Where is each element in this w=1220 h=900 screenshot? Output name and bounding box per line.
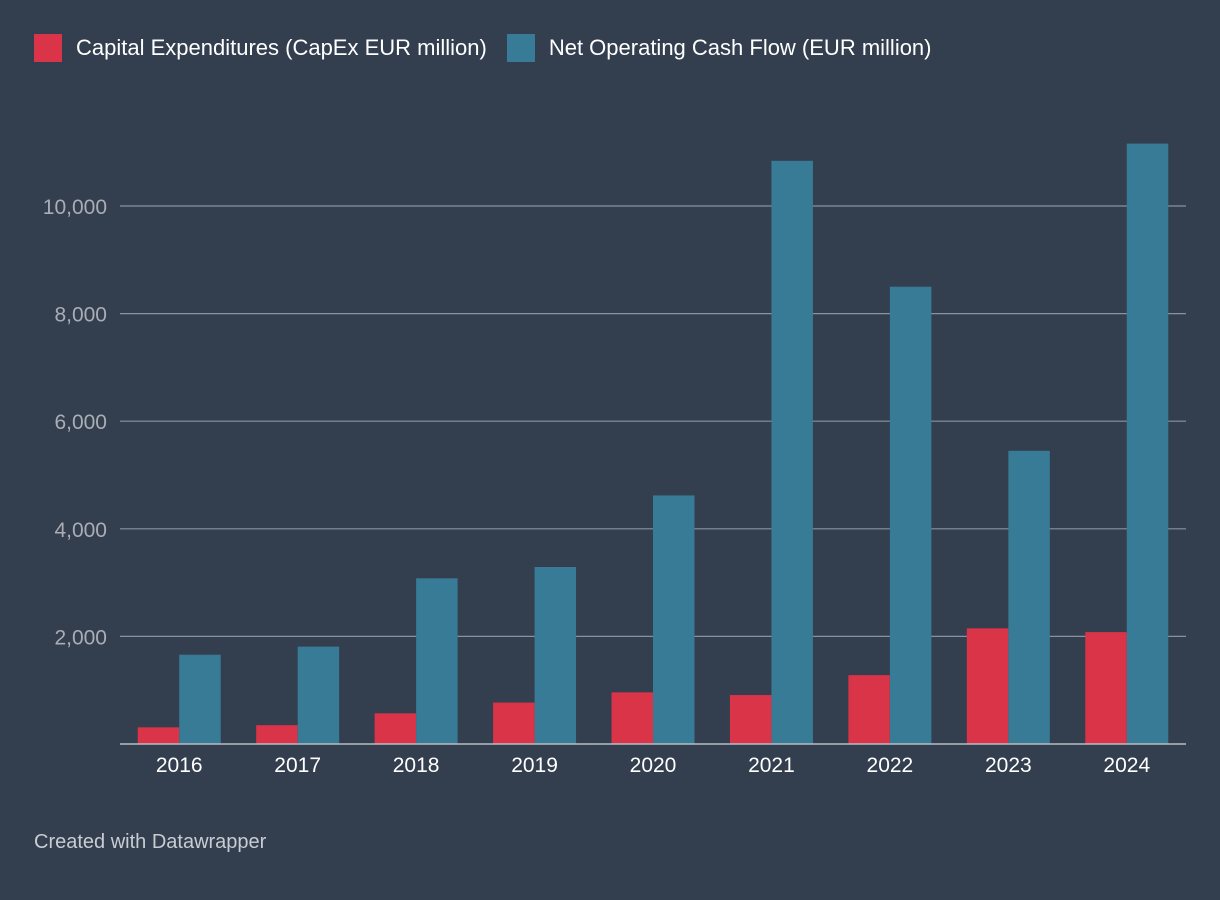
legend-label-capex: Capital Expenditures (CapEx EUR million) xyxy=(76,35,487,60)
bar-cash-flow xyxy=(1126,143,1169,745)
legend-swatch-capex xyxy=(34,34,62,62)
legend-item-cash-flow: Net Operating Cash Flow (EUR million) xyxy=(506,34,932,62)
bar-cash-flow xyxy=(1008,450,1050,744)
bar-capex xyxy=(137,727,180,744)
bar-cash-flow xyxy=(534,566,577,744)
y-tick-label: 4,000 xyxy=(54,519,107,542)
x-tick-label: 2024 xyxy=(1103,754,1150,777)
x-tick-label: 2018 xyxy=(393,754,440,777)
bar-capex xyxy=(256,725,298,744)
bar-capex xyxy=(848,675,890,744)
bar-cash-flow xyxy=(416,578,458,744)
x-tick-label: 2017 xyxy=(274,754,321,777)
x-tick-label: 2016 xyxy=(156,754,203,777)
x-tick-label: 2022 xyxy=(867,754,914,777)
x-tick-label: 2020 xyxy=(630,754,677,777)
y-tick-label: 10,000 xyxy=(43,196,107,219)
x-tick-label: 2019 xyxy=(511,754,558,777)
y-tick-label: 8,000 xyxy=(54,304,107,327)
bar-cash-flow xyxy=(653,495,695,744)
bar-capex xyxy=(374,713,417,744)
bar-cash-flow xyxy=(889,286,932,744)
x-tick-label: 2023 xyxy=(985,754,1032,777)
bar-capex xyxy=(729,695,772,744)
x-tick-label: 2021 xyxy=(748,754,795,777)
legend-item-capex: Capital Expenditures (CapEx EUR million) xyxy=(34,34,487,62)
bar-capex xyxy=(493,702,535,744)
footer-credit: Created with Datawrapper xyxy=(34,831,267,853)
bar-capex xyxy=(966,628,1009,744)
y-tick-label: 6,000 xyxy=(54,411,107,434)
bar-cash-flow xyxy=(179,654,221,744)
bar-capex xyxy=(611,692,653,744)
bar-capex xyxy=(1085,632,1127,744)
bar-cash-flow xyxy=(771,160,813,745)
bar-cash-flow xyxy=(297,646,340,744)
y-tick-label: 2,000 xyxy=(54,626,107,649)
legend-label-cash-flow: Net Operating Cash Flow (EUR million) xyxy=(548,35,932,60)
legend: Capital Expenditures (CapEx EUR million)… xyxy=(34,34,952,62)
legend-swatch-cash-flow xyxy=(506,34,535,62)
